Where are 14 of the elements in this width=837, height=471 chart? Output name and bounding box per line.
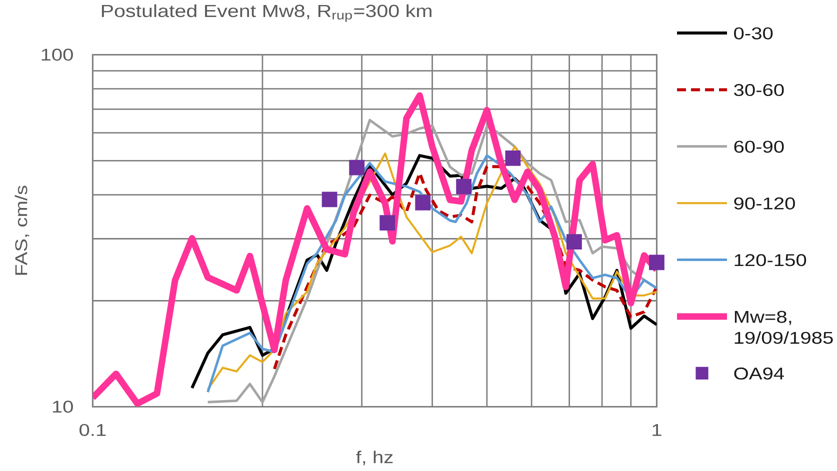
- legend-label: 60-90: [734, 140, 784, 153]
- y-tick-label: 100: [42, 48, 73, 61]
- x-axis-title: f, hz: [356, 450, 393, 466]
- legend-label: 30-60: [734, 84, 784, 96]
- legend-label: Mw=8, 19/09/1985: [734, 310, 833, 344]
- legend-label: 90-120: [734, 197, 795, 210]
- legend-label: OA94: [734, 368, 784, 380]
- x-tick-label: 1: [652, 424, 662, 436]
- y-tick-label: 10: [52, 400, 73, 413]
- y-axis-title: FAS, cm/s: [14, 186, 30, 275]
- chart-title: Postulated Event Mw8, R$_{rup}$=300 km: [102, 4, 432, 22]
- legend-label: 0-30: [734, 27, 773, 40]
- legend-label: 120-150: [734, 254, 806, 266]
- x-tick-label: 0.1: [80, 424, 106, 436]
